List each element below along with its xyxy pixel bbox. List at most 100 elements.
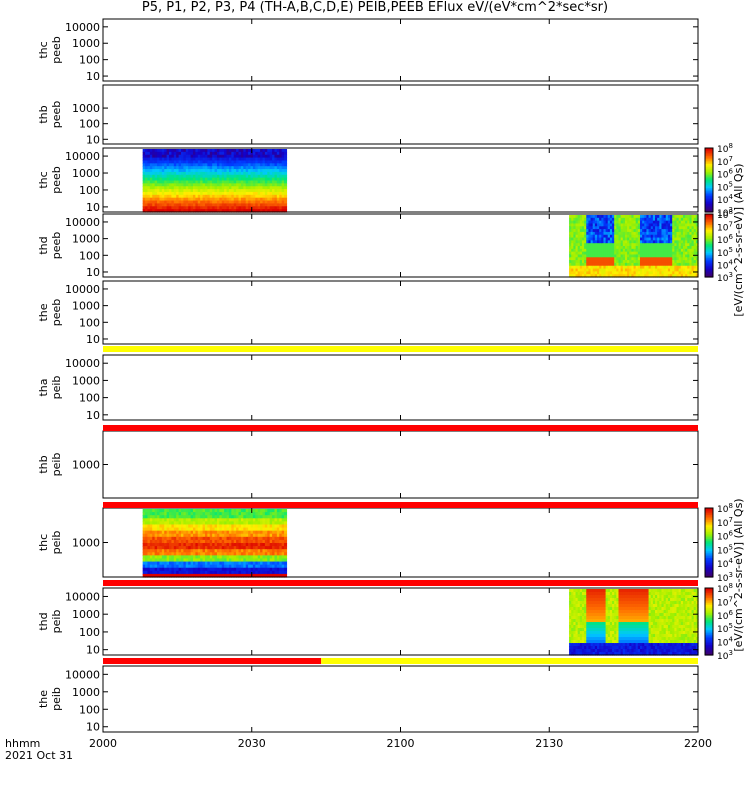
heatmap-cell bbox=[224, 567, 228, 572]
heatmap-cell bbox=[221, 524, 225, 529]
heatmap-cell bbox=[192, 194, 196, 199]
heatmap-cell bbox=[588, 217, 592, 222]
heatmap-cell bbox=[655, 274, 658, 278]
heatmap-cell bbox=[197, 177, 201, 182]
heatmap-cell bbox=[274, 549, 278, 553]
heatmap-cell bbox=[624, 251, 628, 256]
heatmap-cell bbox=[204, 546, 208, 550]
heatmap-cell bbox=[200, 157, 204, 162]
heatmap-cell bbox=[272, 573, 276, 578]
heatmap-cell bbox=[631, 619, 635, 623]
y-tick-label: 10 bbox=[86, 266, 100, 279]
heatmap-cell bbox=[627, 625, 630, 629]
heatmap-cell bbox=[575, 237, 579, 241]
heatmap-cell bbox=[571, 240, 574, 244]
heatmap-cell bbox=[159, 203, 163, 207]
heatmap-cell bbox=[207, 573, 211, 578]
heatmap-cell bbox=[693, 262, 697, 267]
heatmap-cell bbox=[257, 524, 261, 529]
heatmap-cell bbox=[279, 564, 283, 569]
heatmap-cell bbox=[195, 509, 199, 513]
heatmap-cell bbox=[202, 539, 206, 544]
heatmap-cell bbox=[228, 169, 232, 173]
heatmap-cell bbox=[569, 646, 572, 650]
heatmap-cell bbox=[590, 607, 594, 611]
heatmap-cell bbox=[680, 229, 684, 233]
heatmap-cell bbox=[646, 246, 650, 250]
heatmap-cell bbox=[607, 262, 611, 267]
heatmap-cell bbox=[631, 631, 635, 635]
heatmap-cell bbox=[145, 189, 149, 193]
heatmap-cell bbox=[584, 598, 587, 602]
heatmap-cell bbox=[190, 149, 194, 153]
heatmap-cell bbox=[588, 265, 592, 270]
heatmap-cell bbox=[240, 570, 244, 575]
heatmap-cell bbox=[579, 640, 583, 644]
heatmap-cell bbox=[161, 186, 165, 190]
heatmap-cell bbox=[279, 209, 283, 213]
heatmap-cell bbox=[169, 570, 173, 575]
heatmap-cell bbox=[212, 203, 216, 207]
heatmap-cell bbox=[670, 215, 673, 219]
heatmap-cell bbox=[622, 257, 626, 261]
heatmap-cell bbox=[597, 634, 600, 638]
heatmap-cell bbox=[276, 552, 280, 556]
heatmap-cell bbox=[154, 174, 158, 179]
heatmap-cell bbox=[577, 271, 581, 275]
heatmap-cell bbox=[176, 518, 180, 522]
heatmap-cell bbox=[279, 149, 283, 153]
heatmap-cell bbox=[603, 274, 607, 278]
heatmap-cell bbox=[642, 231, 645, 236]
heatmap-cell bbox=[178, 555, 182, 560]
heatmap-cell bbox=[594, 223, 598, 227]
heatmap-cell bbox=[672, 229, 675, 233]
heatmap-cell bbox=[169, 573, 173, 578]
heatmap-cell bbox=[284, 160, 288, 164]
heatmap-cell bbox=[212, 189, 216, 193]
heatmap-cell bbox=[637, 646, 641, 650]
heatmap-cell bbox=[248, 183, 252, 187]
heatmap-cell bbox=[197, 169, 201, 173]
heatmap-cell bbox=[624, 619, 628, 623]
heatmap-cell bbox=[631, 274, 635, 278]
heatmap-cell bbox=[257, 200, 261, 205]
heatmap-cell bbox=[575, 598, 579, 602]
heatmap-cell bbox=[665, 223, 669, 227]
heatmap-cell bbox=[214, 154, 218, 159]
heatmap-cell bbox=[264, 183, 268, 187]
heatmap-cell bbox=[648, 592, 652, 596]
heatmap-cell bbox=[147, 558, 151, 563]
heatmap-cell bbox=[269, 524, 273, 529]
heatmap-cell bbox=[161, 515, 165, 519]
heatmap-cell bbox=[629, 631, 632, 635]
panel-ylabel-probe: thb bbox=[37, 105, 50, 123]
heatmap-cell bbox=[267, 163, 271, 167]
heatmap-cell bbox=[204, 567, 208, 572]
heatmap-cell bbox=[207, 149, 211, 153]
heatmap-cell bbox=[214, 561, 218, 566]
y-tick-label: 10 bbox=[86, 133, 100, 146]
heatmap-cell bbox=[603, 607, 607, 611]
heatmap-cell bbox=[605, 646, 609, 650]
heatmap-cell bbox=[181, 180, 185, 184]
heatmap-cell bbox=[616, 215, 620, 219]
heatmap-cell bbox=[648, 649, 652, 653]
heatmap-cell bbox=[209, 573, 213, 578]
heatmap-cell bbox=[680, 217, 684, 222]
heatmap-cell bbox=[157, 171, 161, 176]
heatmap-cell bbox=[240, 160, 244, 164]
heatmap-cell bbox=[145, 573, 149, 578]
heatmap-cell bbox=[188, 561, 192, 566]
heatmap-cell bbox=[171, 169, 175, 173]
heatmap-cell bbox=[592, 265, 596, 270]
heatmap-cell bbox=[676, 237, 680, 241]
heatmap-cell bbox=[221, 536, 225, 541]
heatmap-cell bbox=[181, 555, 185, 560]
heatmap-cell bbox=[605, 237, 609, 241]
heatmap-cell bbox=[687, 265, 691, 270]
heatmap-cell bbox=[635, 601, 639, 605]
heatmap-cell bbox=[161, 206, 165, 210]
heatmap-cell bbox=[620, 231, 624, 236]
heatmap-cell bbox=[260, 558, 264, 563]
heatmap-cell bbox=[650, 589, 654, 593]
